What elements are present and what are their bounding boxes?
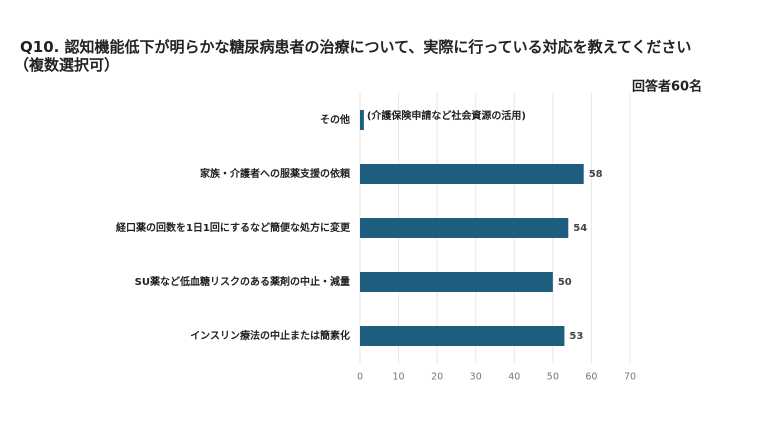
bar [360,326,565,346]
x-tick-label: 40 [508,372,520,383]
x-tick-label: 10 [393,372,405,383]
x-tick-label: 30 [470,372,482,383]
bar [360,218,569,238]
x-tick-label: 20 [431,372,443,383]
value-label: 58 [589,169,603,180]
bar [360,164,584,184]
chart-subtitle: （複数選択可） [14,56,119,74]
value-label: 50 [558,277,572,288]
category-label: その他 [320,113,350,126]
x-tick-label: 0 [357,372,363,383]
category-label: 経口薬の回数を1日1回にするなど簡便な処方に変更 [116,221,351,234]
x-tick-label: 70 [624,372,636,383]
chart-title: Q10. 認知機能低下が明らかな糖尿病患者の治療について、実際に行っている対応を… [20,38,691,56]
value-label: 54 [573,223,587,234]
bar [360,272,553,292]
annotation: (介護保険申請など社会資源の活用) [367,109,526,122]
respondents: 回答者60名 [632,79,702,95]
category-label: インスリン療法の中止または簡素化 [190,329,350,342]
category-label: SU薬など低血糖リスクのある薬剤の中止・減量 [135,275,350,288]
x-tick-label: 50 [547,372,559,383]
bar [360,110,364,130]
category-label: 家族・介護者への服薬支援の依頼 [200,167,351,180]
x-tick-label: 60 [585,372,597,383]
value-label: 53 [569,331,583,342]
